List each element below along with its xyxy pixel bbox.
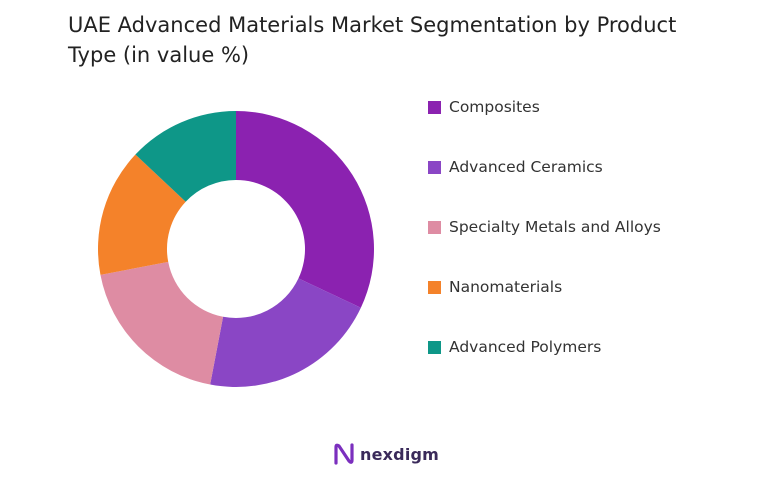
- legend-item: Composites: [428, 94, 661, 120]
- legend-label: Advanced Polymers: [449, 338, 602, 356]
- legend-swatch: [428, 280, 441, 294]
- donut-slice-advanced-ceramics: [210, 278, 361, 387]
- donut-slice-composites: [236, 111, 374, 308]
- legend-label: Composites: [449, 98, 540, 116]
- legend-item: Advanced Ceramics: [428, 154, 661, 180]
- legend-swatch: [428, 160, 441, 174]
- legend-item: Advanced Polymers: [428, 334, 661, 360]
- legend-label: Advanced Ceramics: [449, 158, 603, 176]
- chart-title: UAE Advanced Materials Market Segmentati…: [68, 13, 677, 67]
- donut-slice-specialty-metals-and-alloys: [100, 261, 224, 385]
- legend-label: Specialty Metals and Alloys: [449, 218, 661, 236]
- legend-swatch: [428, 340, 441, 354]
- donut-slice-advanced-polymers: [135, 111, 236, 202]
- legend-swatch: [428, 100, 441, 114]
- legend-swatch: [428, 220, 441, 234]
- brand-name: nexdigm: [360, 444, 440, 464]
- legend-label: Nanomaterials: [449, 278, 563, 296]
- chart-legend: Composites Advanced Ceramics Specialty Met…: [428, 94, 661, 394]
- legend-item: Nanomaterials: [428, 274, 661, 300]
- donut-slices: [98, 111, 374, 387]
- nexdigm-logo-icon: [334, 443, 354, 465]
- legend-item: Specialty Metals and Alloys: [428, 214, 661, 240]
- donut-slice-nanomaterials: [98, 154, 186, 275]
- brand-logo: nexdigm: [333, 441, 439, 467]
